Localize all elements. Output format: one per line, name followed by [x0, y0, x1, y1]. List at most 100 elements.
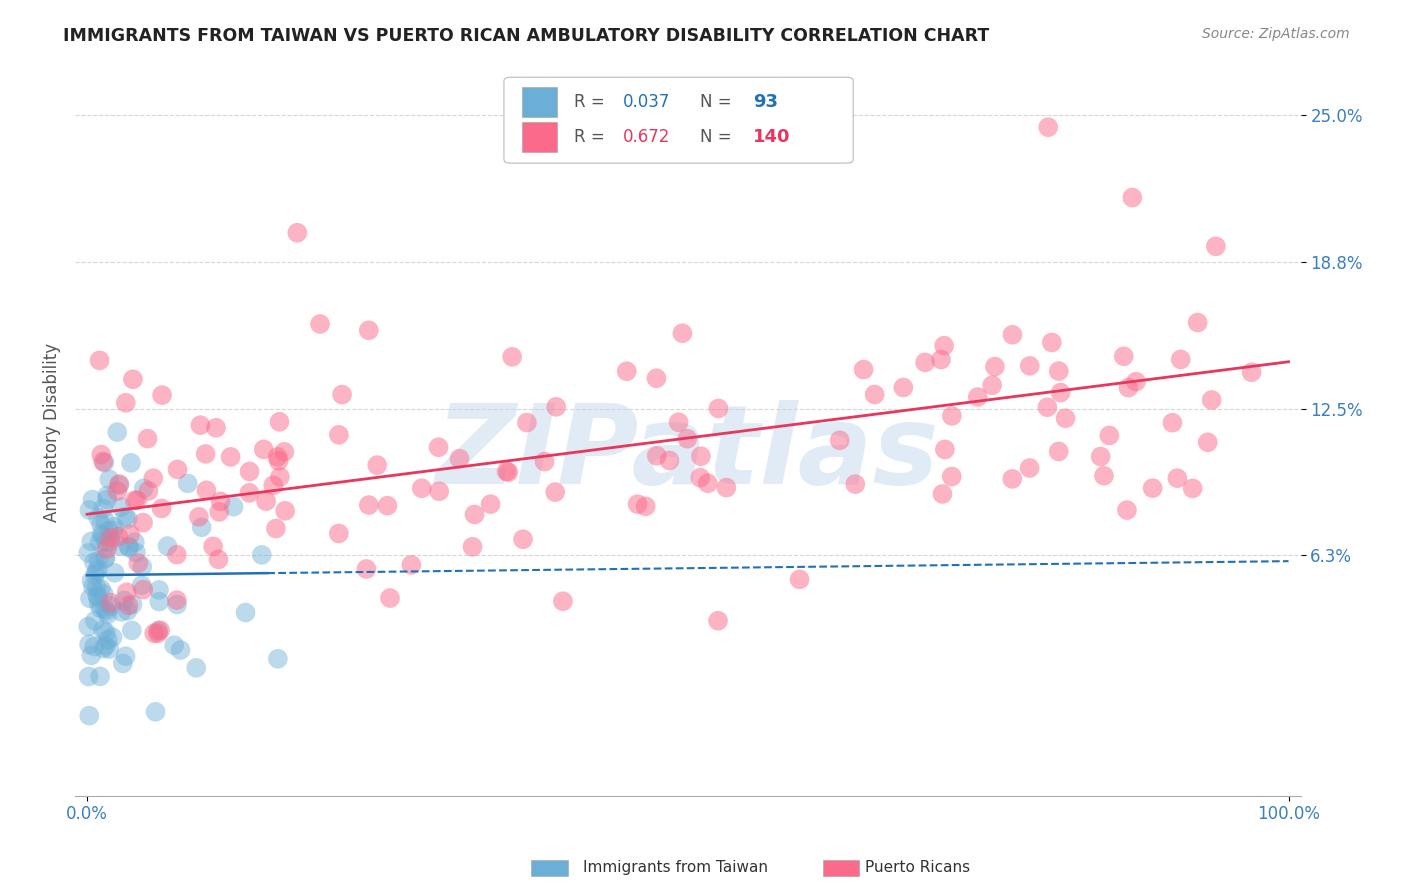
Point — [253, 442, 276, 457]
Point — [789, 573, 811, 587]
Point — [114, 396, 136, 410]
Text: R =: R = — [574, 128, 610, 146]
Point — [274, 504, 297, 518]
Point — [1054, 411, 1077, 425]
Point — [124, 493, 146, 508]
Point — [1090, 450, 1112, 464]
Point — [77, 708, 100, 723]
Text: ZIPatlas: ZIPatlas — [436, 401, 939, 508]
Point — [94, 550, 117, 565]
Point — [132, 516, 155, 530]
Point — [96, 535, 118, 549]
Point — [94, 639, 117, 653]
Point — [330, 387, 353, 401]
Point — [495, 465, 517, 479]
Point — [93, 587, 115, 601]
Point — [707, 401, 730, 416]
Point — [146, 626, 169, 640]
Point — [1125, 375, 1147, 389]
Point — [207, 552, 229, 566]
FancyBboxPatch shape — [503, 78, 853, 163]
Point — [105, 484, 128, 499]
Point — [893, 380, 915, 394]
Point — [94, 514, 117, 528]
Point — [136, 432, 159, 446]
Point — [98, 524, 121, 538]
Point — [100, 599, 122, 613]
Text: Source: ZipAtlas.com: Source: ZipAtlas.com — [1202, 27, 1350, 41]
Point — [142, 471, 165, 485]
Point — [671, 326, 693, 341]
Point — [91, 501, 114, 516]
Point — [96, 541, 118, 556]
Point — [209, 494, 232, 508]
Point — [121, 598, 143, 612]
Point — [77, 669, 100, 683]
Point — [1038, 120, 1060, 135]
Y-axis label: Ambulatory Disability: Ambulatory Disability — [44, 343, 60, 522]
Point — [83, 555, 105, 569]
Text: R =: R = — [574, 93, 610, 111]
Point — [97, 632, 120, 647]
Point — [929, 352, 952, 367]
Point — [634, 500, 657, 514]
Point — [1205, 239, 1227, 253]
Point — [121, 624, 143, 638]
Point — [138, 483, 160, 498]
Point — [208, 505, 231, 519]
Point — [1116, 503, 1139, 517]
Point — [103, 524, 125, 538]
Point — [110, 500, 132, 515]
Point — [89, 669, 111, 683]
Point — [266, 450, 288, 464]
Point — [90, 527, 112, 541]
Point — [96, 604, 118, 618]
Point — [87, 554, 110, 568]
Text: N =: N = — [700, 93, 737, 111]
Point — [86, 589, 108, 603]
Point — [148, 582, 170, 597]
Point — [77, 619, 100, 633]
Point — [186, 661, 208, 675]
Point — [150, 388, 173, 402]
Point — [86, 581, 108, 595]
Point — [238, 486, 260, 500]
Point — [169, 643, 191, 657]
Point — [427, 440, 450, 454]
Point — [516, 416, 538, 430]
Point — [235, 606, 257, 620]
Point — [205, 421, 228, 435]
Point — [533, 455, 555, 469]
Point — [1001, 327, 1024, 342]
Point — [96, 488, 118, 502]
Point — [546, 400, 568, 414]
Point — [932, 339, 955, 353]
Point — [131, 559, 153, 574]
Point — [356, 562, 378, 576]
Point — [90, 582, 112, 596]
Point — [1161, 416, 1184, 430]
Point — [107, 530, 129, 544]
Point — [401, 558, 423, 572]
Point — [1201, 392, 1223, 407]
Point — [120, 456, 142, 470]
Point — [1040, 335, 1063, 350]
Point — [166, 593, 188, 607]
Point — [202, 540, 225, 554]
Point — [239, 465, 262, 479]
Point — [112, 593, 135, 607]
Point — [285, 226, 308, 240]
Point — [94, 625, 117, 640]
Point — [645, 449, 668, 463]
FancyBboxPatch shape — [522, 121, 557, 153]
Point — [267, 652, 290, 666]
Point — [110, 605, 132, 619]
Point — [120, 527, 142, 541]
Point — [366, 458, 388, 472]
Point — [93, 641, 115, 656]
Point — [80, 648, 103, 663]
Point — [127, 493, 149, 508]
Point — [501, 350, 523, 364]
Point — [1197, 435, 1219, 450]
Point — [1118, 381, 1140, 395]
